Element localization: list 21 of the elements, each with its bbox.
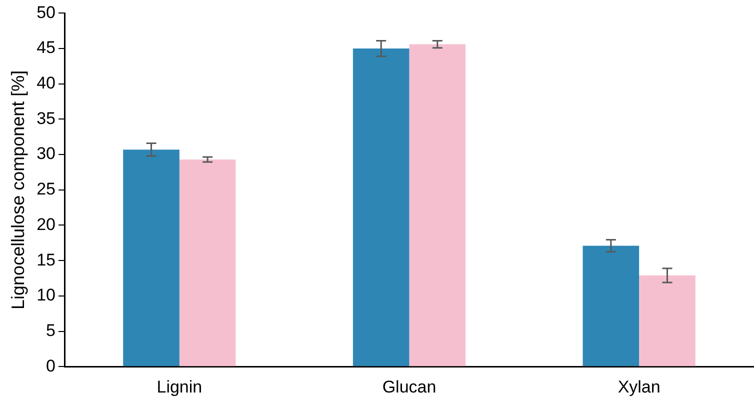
y-tick-label: 15 (36, 250, 56, 270)
y-tick-label: 0 (46, 356, 56, 376)
y-tick-label: 35 (36, 108, 56, 128)
x-tick-label: Xylan (618, 377, 660, 396)
y-tick-label: 20 (36, 214, 56, 234)
x-tick-label: Lignin (156, 377, 202, 396)
bar (639, 275, 696, 366)
y-tick-label: 5 (46, 320, 56, 340)
y-tick-label: 25 (36, 180, 56, 199)
x-tick-label: Glucan (382, 377, 436, 396)
bar (582, 246, 640, 366)
y-tick-label: 40 (36, 74, 56, 93)
y-tick-label: 30 (36, 144, 56, 164)
y-axis-title: Lignocellulose component [%] (8, 70, 28, 310)
y-tick-label: 50 (36, 2, 56, 22)
bar (352, 48, 410, 366)
y-tick-label: 45 (36, 38, 56, 58)
bar (123, 150, 180, 366)
bar (409, 44, 466, 366)
bar (179, 160, 236, 366)
y-tick-label: 10 (36, 286, 56, 305)
